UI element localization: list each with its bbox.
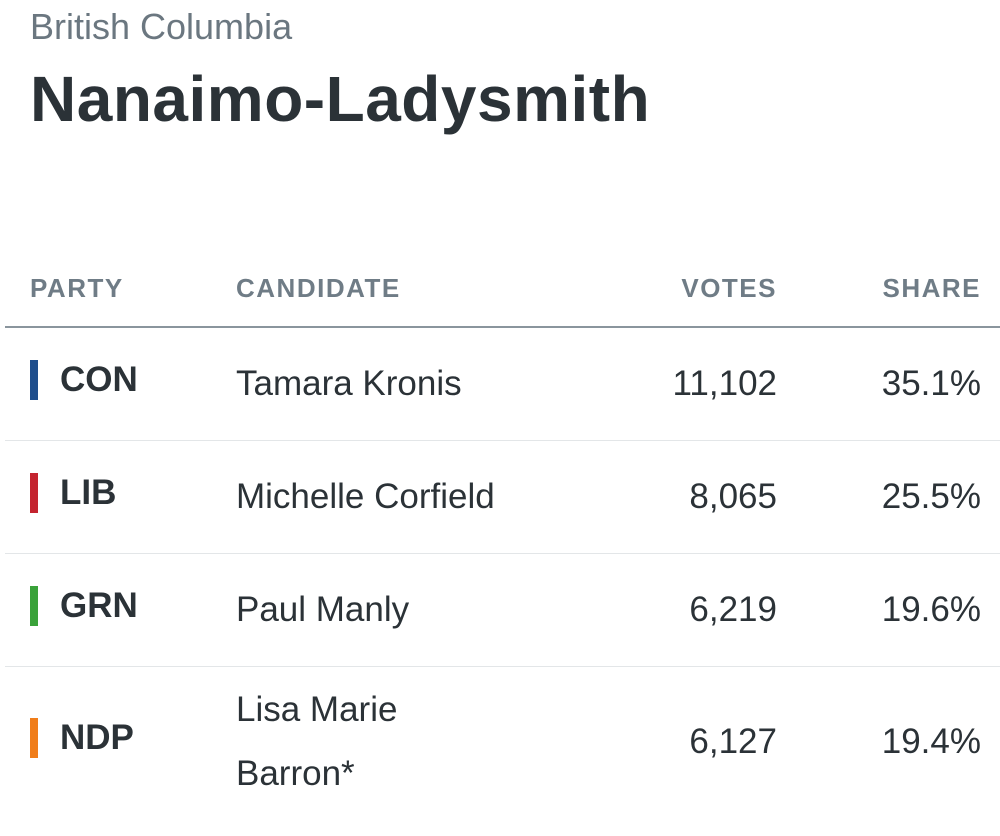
region: British Columbia — [30, 6, 293, 47]
share: 35.1% — [777, 327, 1000, 441]
party: GRN — [30, 585, 138, 626]
votes: 6,127 — [689, 722, 777, 761]
column-header: CANDIDATE — [235, 250, 586, 328]
candidate-cell: Tamara Kronis — [235, 327, 586, 441]
share: 25.5% — [777, 440, 1000, 554]
table-body: CON Tamara Kronis 11,102 35.1% LIB Michelle C… — [5, 327, 1000, 817]
party: CON — [30, 359, 138, 400]
candidate-name: Tamara Kronis — [236, 364, 462, 403]
candidate-name: Paul Manly — [236, 590, 410, 629]
candidate-name: Michelle Corfield — [236, 477, 495, 516]
party-name: CON — [60, 359, 138, 399]
riding-title: Nanaimo-Ladysmith — [30, 63, 651, 135]
party-color — [30, 472, 38, 513]
column-header: VOTES — [586, 250, 777, 328]
result-row: LIB Michelle Corfield 8,065 25.5% — [5, 440, 1000, 554]
party-color — [30, 717, 38, 758]
party-color — [30, 585, 38, 626]
party-name: GRN — [60, 585, 138, 625]
result-row: NDP Lisa Marie Barron* 6,127 19.4% — [5, 667, 1000, 818]
party-cell: CON — [5, 327, 235, 441]
share: 19.4% — [881, 722, 981, 761]
party: NDP — [30, 717, 134, 758]
result-row: GRN Paul Manly 6,219 19.6% — [5, 553, 1000, 667]
column-header: SHARE — [777, 250, 1000, 328]
column-header: PARTY — [5, 250, 235, 328]
candidate-cell: Lisa Marie Barron* — [235, 667, 586, 818]
candidate-cell: Paul Manly — [235, 553, 586, 667]
votes: 8,065 — [586, 440, 777, 554]
candidate-name: Lisa Marie Barron* — [236, 690, 398, 793]
party-name: LIB — [60, 472, 117, 512]
votes: 11,102 — [586, 327, 777, 441]
candidate-cell: Michelle Corfield — [235, 440, 586, 554]
party-name: NDP — [60, 717, 134, 757]
party: LIB — [30, 472, 117, 513]
result-row: CON Tamara Kronis 11,102 35.1% — [5, 327, 1000, 441]
votes: 6,219 — [586, 553, 777, 667]
header-row: PARTY CANDIDATE VOTES SHARE — [5, 250, 1000, 328]
party-color — [30, 359, 38, 400]
party-cell: GRN — [5, 553, 235, 667]
party-cell: NDP — [5, 667, 235, 818]
table-head: PARTY CANDIDATE VOTES SHARE — [5, 250, 1000, 328]
party-cell: LIB — [5, 440, 235, 554]
results-table: PARTY CANDIDATE VOTES SHARE CON Tamara Kr… — [5, 250, 1000, 817]
share: 19.6% — [777, 553, 1000, 667]
